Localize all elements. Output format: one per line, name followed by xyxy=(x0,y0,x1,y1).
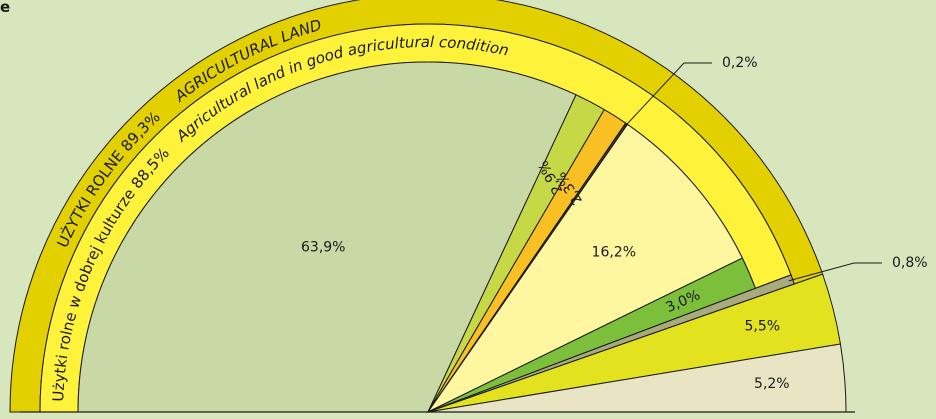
slice-share-16-2 xyxy=(426,123,743,414)
slice-share-63-9 xyxy=(77,61,577,413)
callouts: 0,2% 0,8% xyxy=(623,55,928,282)
label-share-16-2: 16,2% xyxy=(592,244,636,260)
label-share-5-2: 5,2% xyxy=(754,376,790,392)
fragment-label: e xyxy=(0,0,10,16)
label-share-0-8: 0,8% xyxy=(892,255,928,271)
leader-share-0-8 xyxy=(788,262,882,282)
label-share-63-9: 63,9% xyxy=(301,240,345,256)
label-share-0-2: 0,2% xyxy=(722,55,758,71)
leader-share-0-2 xyxy=(623,62,712,128)
label-share-5-5: 5,5% xyxy=(745,319,781,335)
pie-slices xyxy=(77,61,847,414)
